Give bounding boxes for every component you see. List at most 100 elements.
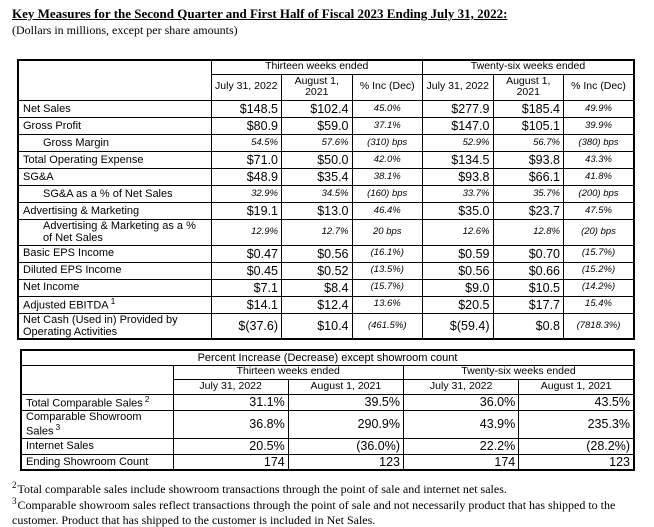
table-row: Gross Profit $80.9 $59.0 37.1% $147.0 $105.1 3…	[17, 117, 635, 135]
group-header: Thirteen weeks ended	[210, 59, 423, 75]
corner-cell	[17, 59, 212, 101]
group-header: Twenty-six weeks ended	[403, 364, 635, 380]
key-measures-table: Thirteen weeks ended Twenty-six weeks end…	[17, 59, 635, 341]
cell-value: (16.1%)	[351, 244, 423, 263]
table-row: Net Sales $148.5 $102.4 45.0% $277.9 $185.4 49…	[17, 100, 635, 118]
row-label-text: Total Operating Expense	[23, 153, 144, 166]
cell-value: 43.5%	[518, 393, 635, 411]
row-label-text: Adjusted EBITDA	[23, 299, 109, 312]
row-label: Adjusted EBITDA 1	[17, 295, 212, 314]
cell-value: $0.45	[210, 261, 282, 280]
table-row: Net Cash (Used in) Provided by Operating…	[17, 312, 635, 340]
table-row: Diluted EPS Income $0.45 $0.52 (13.5%) $0.56…	[17, 261, 635, 280]
column-header-row: July 31, 2022 August 1, 2021% Inc (Dec) Ju…	[18, 73, 635, 101]
cell-value: $7.1	[210, 278, 282, 297]
cell-value: $134.5	[422, 151, 494, 169]
cell-value: (14.2%)	[563, 278, 635, 297]
cell-value: 35.7%	[492, 185, 564, 203]
cell-value: (160) bps	[351, 185, 423, 203]
row-label: Total Operating Expense	[17, 151, 212, 169]
row-label-text: SG&A	[23, 170, 54, 183]
column-header: July 31, 2022	[402, 378, 520, 395]
group-header: Twenty-six weeks ended	[422, 59, 635, 75]
row-label-text: Basic EPS Income	[23, 247, 115, 260]
table-row: Adjusted EBITDA 1 $14.1 $12.4 13.6% $20.5 $17.…	[17, 295, 635, 314]
row-label-text: Gross Margin	[43, 136, 110, 149]
table-row: Total Operating Expense $71.0 $50.0 42.0% $1…	[17, 151, 635, 169]
cell-value: $23.7	[492, 202, 564, 220]
table-row: SG&A as a % of Net Sales 32.9% 34.5% (160) …	[17, 185, 635, 203]
row-label-text: Net Income	[23, 281, 80, 294]
row-label: Basic EPS Income	[17, 244, 212, 263]
cell-value: (15.7%)	[563, 244, 635, 263]
cell-value: $10.4	[281, 312, 353, 340]
page-subtitle: (Dollars in millions, except per share a…	[12, 23, 238, 37]
cell-value: 31.1%	[172, 393, 289, 411]
cell-value: 235.3%	[518, 409, 635, 439]
cell-value: 174	[172, 453, 289, 471]
table-row: Gross Margin 54.5% 57.6% (310) bps 52.9% 56.7…	[17, 134, 635, 152]
table-row: Internet Sales 20.5% (36.0%) 22.2% (28.2%)	[20, 437, 635, 455]
cell-value: 43.3%	[563, 151, 635, 169]
table-title-row: Percent Increase (Decrease) except showr…	[20, 349, 635, 366]
cell-value: $102.4	[281, 100, 353, 118]
cell-value: 42.0%	[351, 151, 423, 169]
cell-value: $19.1	[210, 202, 282, 220]
cell-value: 45.0%	[351, 100, 423, 118]
cell-value: (36.0%)	[287, 437, 405, 455]
row-label: Net Sales	[17, 100, 212, 118]
cell-value: $80.9	[210, 117, 282, 135]
cell-value: 12.9%	[210, 219, 282, 246]
cell-value: 20 bps	[351, 219, 423, 246]
row-label-text: Diluted EPS Income	[23, 264, 122, 277]
cell-value: (15.2%)	[563, 261, 635, 280]
cell-value: $0.56	[281, 244, 353, 263]
row-label: Comparable Showroom Sales 3	[20, 409, 174, 439]
cell-value: $59.0	[281, 117, 353, 135]
cell-value: 290.9%	[287, 409, 405, 439]
table-body: Total Comparable Sales 2 31.1% 39.5% 36.0% 43…	[20, 393, 635, 471]
group-header-row: Thirteen weeks ended Twenty-six weeks end…	[17, 59, 635, 101]
table-row: Advertising & Marketing as a % of Net Sa…	[17, 219, 635, 246]
cell-value: 13.6%	[351, 295, 423, 314]
cell-value: $14.1	[210, 295, 282, 314]
cell-value: (461.5%)	[351, 312, 423, 340]
cell-value: $48.9	[210, 168, 282, 186]
cell-value: 54.5%	[210, 134, 282, 152]
cell-value: $93.8	[492, 151, 564, 169]
cell-value: $185.4	[492, 100, 564, 118]
corner-cell	[20, 364, 174, 395]
cell-value: 36.0%	[402, 393, 520, 411]
cell-value: $0.66	[492, 261, 564, 280]
cell-value: $(59.4)	[422, 312, 494, 340]
cell-value: (7818.3%)	[563, 312, 635, 340]
cell-value: $66.1	[492, 168, 564, 186]
cell-value: 52.9%	[422, 134, 494, 152]
column-header: July 31, 2022	[172, 378, 289, 395]
column-header: August 1, 2021	[281, 73, 353, 101]
cell-value: 49.9%	[563, 100, 635, 118]
cell-value: $0.8	[492, 312, 564, 340]
row-label: Advertising & Marketing as a % of Net Sa…	[17, 219, 212, 246]
cell-value: 39.5%	[287, 393, 405, 411]
footnote-text: Total comparable sales include showroom …	[17, 482, 507, 497]
row-label-text: Net Sales	[23, 102, 71, 115]
footnotes: 2Total comparable sales include showroom…	[12, 480, 640, 526]
row-label-text: Total Comparable Sales	[26, 397, 143, 410]
cell-value: 123	[287, 453, 405, 471]
row-label: Diluted EPS Income	[17, 261, 212, 280]
row-label: Total Comparable Sales 2	[20, 393, 174, 411]
row-label: Net Income	[17, 278, 212, 297]
cell-value: 36.8%	[172, 409, 289, 439]
row-label: Net Cash (Used in) Provided by Operating…	[17, 312, 212, 340]
table-row: Advertising & Marketing $19.1 $13.0 46.4% $3…	[17, 202, 635, 220]
row-label: SG&A as a % of Net Sales	[17, 185, 212, 203]
footnote-number: 2	[12, 480, 17, 491]
cell-value: $0.70	[492, 244, 564, 263]
footnote-number: 3	[12, 496, 17, 507]
cell-value: 34.5%	[281, 185, 353, 203]
cell-value: 33.7%	[422, 185, 494, 203]
table-row: SG&A $48.9 $35.4 38.1% $93.8 $66.1 41.8%	[17, 168, 635, 186]
row-label-text: Ending Showroom Count	[26, 455, 149, 468]
